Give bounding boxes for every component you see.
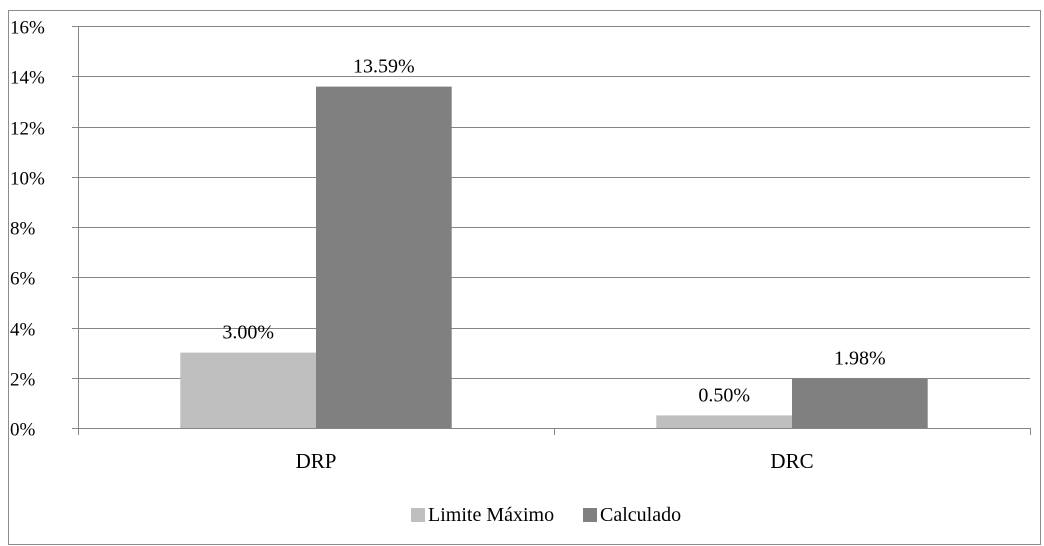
bars bbox=[180, 86, 928, 428]
data-label: 1.98% bbox=[834, 347, 886, 369]
data-label: 0.50% bbox=[698, 384, 750, 406]
legend-swatch bbox=[411, 508, 425, 522]
y-tick-label: 16% bbox=[10, 18, 45, 39]
bar-calculado-drc bbox=[792, 378, 928, 428]
legend: Limite Máximo Calculado bbox=[411, 504, 681, 526]
bar-calculado-drp bbox=[316, 86, 452, 428]
x-axis: DRP DRC bbox=[78, 26, 1031, 473]
bar-limite-máximo-drp bbox=[180, 352, 316, 428]
category-label: DRP bbox=[296, 449, 337, 473]
data-label: 3.00% bbox=[222, 322, 274, 344]
y-tick-label: 14% bbox=[10, 68, 45, 89]
category-label: DRC bbox=[770, 449, 813, 473]
y-tick-label: 8% bbox=[10, 219, 36, 240]
y-tick-label: 0% bbox=[10, 420, 36, 441]
legend-label: Calculado bbox=[600, 504, 681, 526]
y-tick-label: 10% bbox=[10, 169, 45, 190]
legend-swatch bbox=[583, 508, 597, 522]
bar-limite-máximo-drc bbox=[656, 415, 792, 428]
y-tick-label: 6% bbox=[10, 269, 36, 290]
y-axis: 0% 2% 4% 6% 8% 10% 12% 14% 16% bbox=[10, 18, 78, 441]
data-label: 13.59% bbox=[353, 56, 415, 78]
data-labels: 3.00% 0.50% 13.59% 1.98% bbox=[222, 56, 885, 407]
y-tick-label: 12% bbox=[10, 119, 45, 140]
y-tick-label: 4% bbox=[10, 320, 36, 341]
y-tick-label: 2% bbox=[10, 370, 36, 391]
legend-label: Limite Máximo bbox=[428, 504, 554, 526]
